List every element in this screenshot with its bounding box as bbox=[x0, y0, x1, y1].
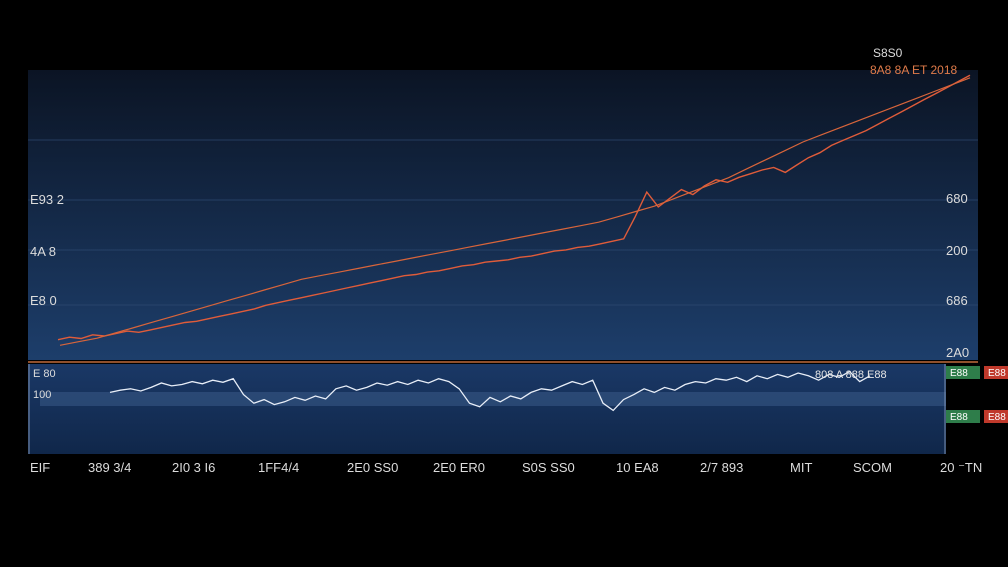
x-tick-label: 2I0 3 I6 bbox=[172, 460, 215, 475]
x-tick-label: 2E0 SS0 bbox=[347, 460, 398, 475]
y-right-tick-label: 686 bbox=[946, 293, 968, 308]
y-left-tick-label: E8 0 bbox=[30, 293, 57, 308]
average-series-line bbox=[59, 77, 971, 346]
oscillator-panel bbox=[28, 364, 946, 454]
y-right-tick-label: 2A0 bbox=[946, 345, 969, 360]
value-badge-label: E88 bbox=[988, 368, 1006, 379]
value-badge-label: E88 bbox=[950, 412, 968, 423]
x-tick-label: S0S SS0 bbox=[522, 460, 575, 475]
value-badge-label: E88 bbox=[988, 412, 1006, 423]
value-badge: E88 bbox=[984, 366, 1008, 379]
price-series-line bbox=[57, 74, 971, 341]
value-badge: E88 bbox=[946, 410, 980, 423]
series-layer bbox=[57, 74, 971, 346]
y-left-axis: E93 2 4A 8 E8 0 bbox=[30, 192, 64, 308]
value-badge-bg bbox=[984, 410, 1008, 423]
oscillator-badges: E88 E88 E88 E88 bbox=[946, 366, 1008, 423]
oscillator-left-axis: E 80 100 bbox=[33, 368, 56, 401]
y-right-tick-label: 680 bbox=[946, 191, 968, 206]
y-left-tick-label: 4A 8 bbox=[30, 244, 56, 259]
value-badge-bg bbox=[984, 366, 1008, 379]
oscillator-left-tick-label: 100 bbox=[33, 389, 51, 401]
x-tick-label: SCOM bbox=[853, 460, 892, 475]
oscillator-left-tick-label: E 80 bbox=[33, 368, 56, 380]
x-tick-label: 10 EA8 bbox=[616, 460, 659, 475]
oscillator-layer bbox=[109, 370, 871, 412]
header-label-second: 8A8 8A ET 2018 bbox=[870, 63, 958, 77]
value-badge-bg bbox=[946, 410, 980, 423]
y-left-tick-label: E93 2 bbox=[30, 192, 64, 207]
value-badge: E88 bbox=[946, 366, 980, 379]
price-panel bbox=[28, 70, 978, 360]
x-tick-label: 1FF4/4 bbox=[258, 460, 299, 475]
x-tick-label: 389 3/4 bbox=[88, 460, 131, 475]
oscillator-line bbox=[109, 370, 871, 412]
gridlines bbox=[28, 139, 978, 306]
value-badge: E88 bbox=[984, 410, 1008, 423]
y-right-tick-label: 200 bbox=[946, 243, 968, 258]
x-tick-label: 2/7 893 bbox=[700, 460, 743, 475]
oscillator-inline-label: 808 A 888 E88 bbox=[815, 369, 887, 381]
y-right-axis: 680 200 686 2A0 bbox=[946, 191, 969, 360]
header-label-top: S8S0 bbox=[873, 46, 903, 60]
x-tick-label: 20 ⁻TN bbox=[940, 460, 982, 475]
value-badge-bg bbox=[946, 366, 980, 379]
x-tick-label: 2E0 ER0 bbox=[433, 460, 485, 475]
x-axis: EIF 389 3/4 2I0 3 I6 1FF4/4 2E0 SS0 2E0 ER0 S0… bbox=[30, 460, 982, 475]
value-badge-label: E88 bbox=[950, 368, 968, 379]
x-tick-label: MIT bbox=[790, 460, 812, 475]
x-tick-label: EIF bbox=[30, 460, 50, 475]
